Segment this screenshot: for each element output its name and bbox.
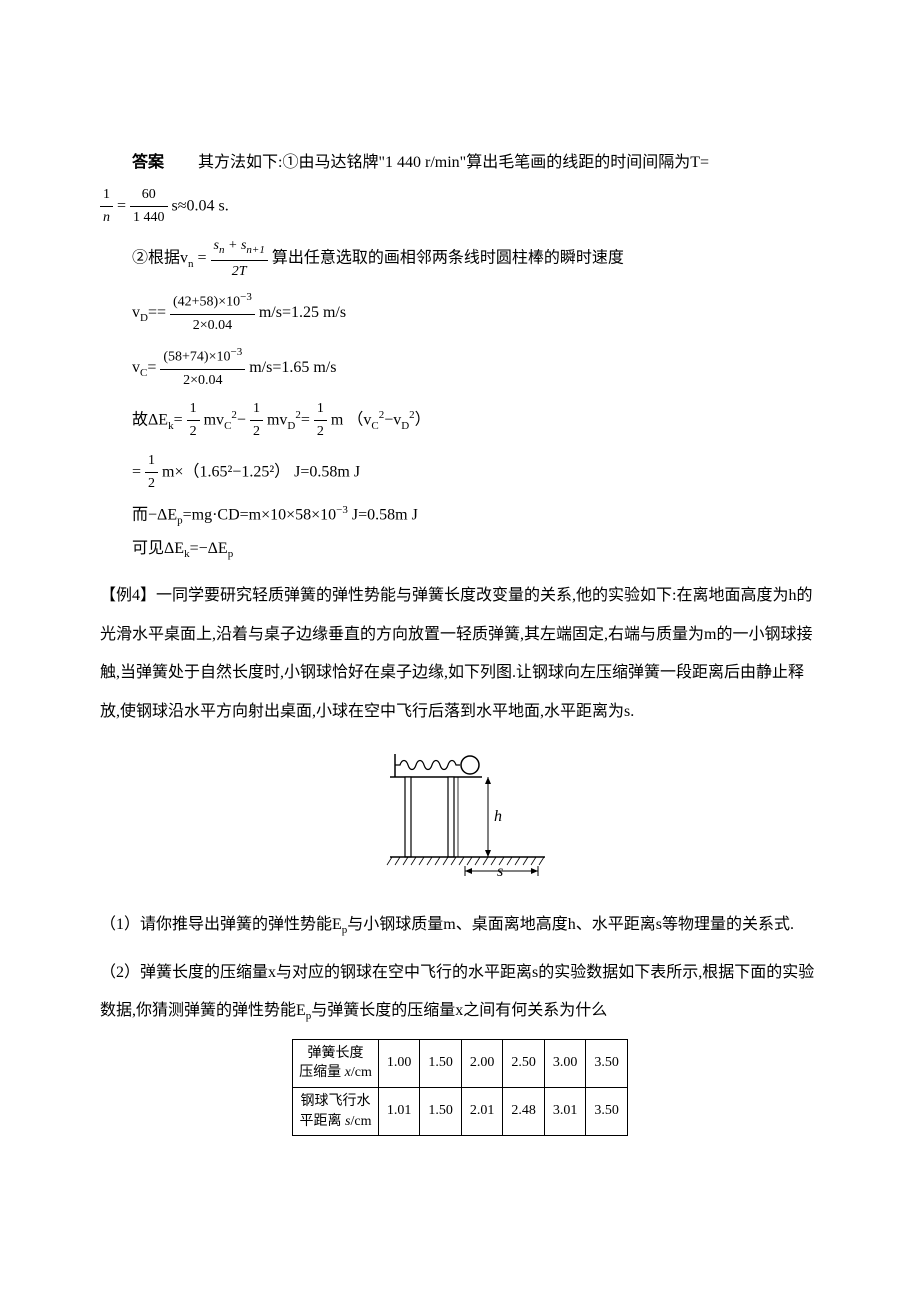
cell: 1.00 [378,1039,420,1087]
formula-vc: vC= (58+74)×10−3 2×0.04 m/s=1.65 m/s [132,344,820,392]
formula-ek-calc: = 12 m×（1.65²−1.25²） J=0.58m J [132,450,820,496]
question-1: （1）请你推导出弹簧的弹性势能Ep与小钢球质量m、桌面离地高度h、水平距离s等物… [100,906,820,944]
data-table-container: 弹簧长度压缩量 x/cm 1.00 1.50 2.00 2.50 3.00 3.… [100,1039,820,1136]
frac-60-over-1440: 60 1 440 [130,184,168,230]
formula-step2: ②根据vn = sn + sn+1 2T 算出任意选取的画相邻两条线时圆柱棒的瞬… [132,235,820,283]
answer-section: 答案 其方法如下:①由马达铭牌"1 440 r/min"算出毛笔画的线距的时间间… [100,150,820,563]
row2-header: 钢球飞行水平距离 s/cm [293,1088,379,1136]
cell: 1.50 [420,1088,462,1136]
cell: 1.01 [378,1088,420,1136]
cell: 3.50 [586,1088,628,1136]
formula-conclusion: 可见ΔEk=−ΔEp [132,536,820,564]
formula-t: 1 n = 60 1 440 s≈0.04 s. [100,184,820,230]
answer-intro: 答案 其方法如下:①由马达铭牌"1 440 r/min"算出毛笔画的线距的时间间… [100,150,820,176]
frac-vd: (42+58)×10−3 2×0.04 [170,289,255,337]
problem-4-text: 一同学要研究轻质弹簧的弹性势能与弹簧长度改变量的关系,他的实验如下:在离地面高度… [100,587,812,719]
experiment-diagram: h s [100,749,820,888]
cell: 3.00 [544,1039,586,1087]
table-row-1: 弹簧长度压缩量 x/cm 1.00 1.50 2.00 2.50 3.00 3.… [293,1039,628,1087]
table-row-2: 钢球飞行水平距离 s/cm 1.01 1.50 2.01 2.48 3.01 3… [293,1088,628,1136]
cell: 3.50 [586,1039,628,1087]
question-2: （2）弹簧长度的压缩量x与对应的钢球在空中飞行的水平距离s的实验数据如下表所示,… [100,954,820,1031]
problem-4-label: 【例4】 [100,587,156,604]
h-label: h [494,808,502,825]
cell: 3.01 [544,1088,586,1136]
formula-vd: vD== (42+58)×10−3 2×0.04 m/s=1.25 m/s [132,289,820,337]
formula-ek: 故ΔEk= 12 mvC2− 12 mvD2= 12 m （vC2−vD2） [132,398,820,444]
data-table: 弹簧长度压缩量 x/cm 1.00 1.50 2.00 2.50 3.00 3.… [292,1039,628,1136]
answer-intro-text: 其方法如下:①由马达铭牌"1 440 r/min"算出毛笔画的线距的时间间隔为T… [198,154,709,171]
diagram-svg: h s [370,749,550,879]
frac-1-over-n: 1 n [100,184,113,230]
cell: 2.00 [461,1039,503,1087]
frac-vc: (58+74)×10−3 2×0.04 [160,344,245,392]
cell: 2.01 [461,1088,503,1136]
s-label: s [497,863,503,879]
frac-sn: sn + sn+1 2T [211,235,268,283]
cell: 2.50 [503,1039,545,1087]
cell: 2.48 [503,1088,545,1136]
row1-header: 弹簧长度压缩量 x/cm [293,1039,379,1087]
formula-ep: 而−ΔEp=mg·CD=m×10×58×10−3 J=0.58m J [132,502,820,530]
problem-4: 【例4】一同学要研究轻质弹簧的弹性势能与弹簧长度改变量的关系,他的实验如下:在离… [100,577,820,731]
answer-label: 答案 [132,154,164,171]
cell: 1.50 [420,1039,462,1087]
